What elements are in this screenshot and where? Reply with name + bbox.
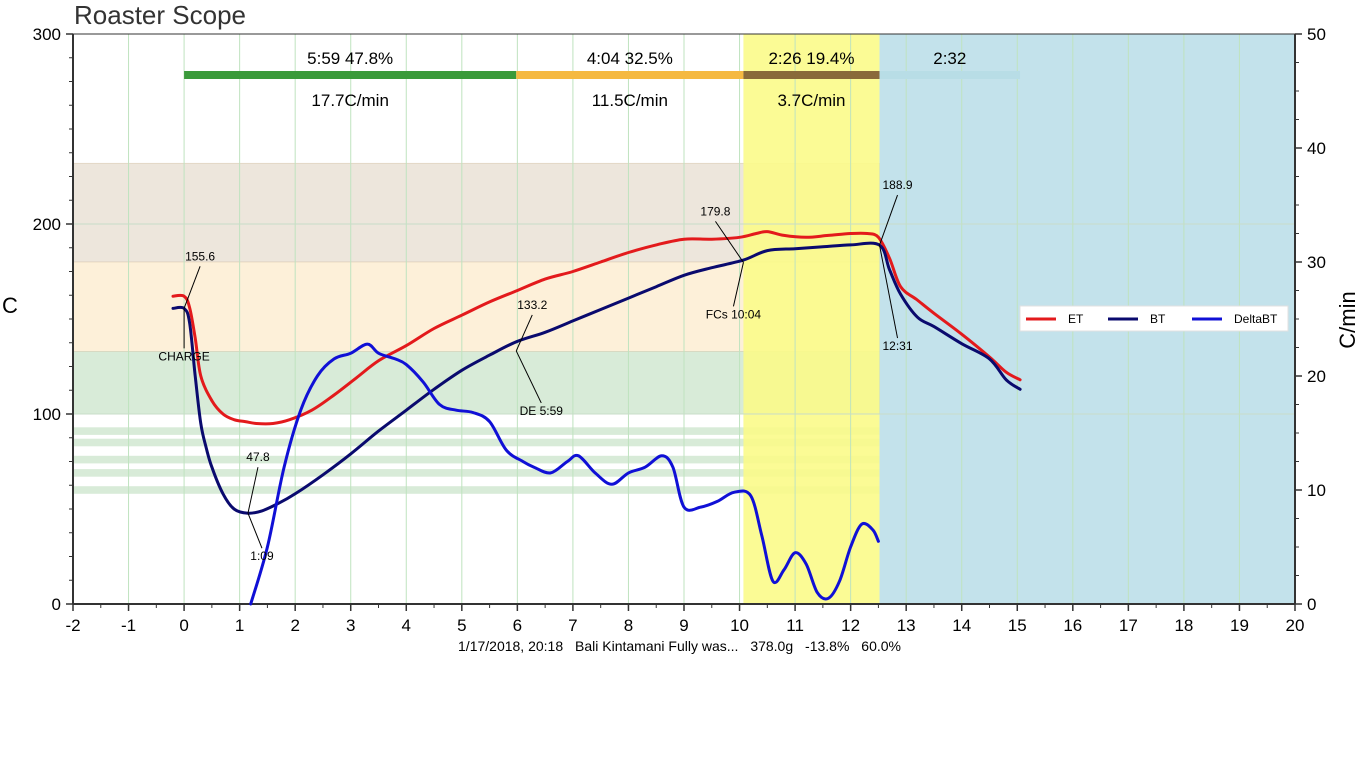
y-axis-label: C bbox=[2, 293, 18, 318]
x-tick-label: 2 bbox=[290, 616, 299, 635]
x-tick-label: 0 bbox=[179, 616, 188, 635]
legend-label-deltabt: DeltaBT bbox=[1234, 312, 1278, 326]
phase-time-maillard: 4:04 32.5% bbox=[587, 49, 673, 68]
roast-datetime: 1/17/2018, 20:18 bbox=[458, 638, 564, 654]
axes: -2 -1 0 1 2 3 4 5 6 7 8 9 10 11 12 13 14 15 16 17 18 19 200100… bbox=[2, 25, 1359, 635]
y-tick-label: 0 bbox=[52, 595, 61, 614]
x-tick-label: -1 bbox=[121, 616, 136, 635]
x-tick-label: 7 bbox=[568, 616, 577, 635]
x-tick-label: 6 bbox=[513, 616, 522, 635]
annotation-leader bbox=[183, 266, 201, 309]
annotation-value-dry-end: 133.2 bbox=[517, 298, 547, 312]
first-crack-band bbox=[743, 34, 880, 604]
legend[interactable]: ET BT DeltaBT bbox=[1019, 305, 1289, 332]
annotation-value-charge: 155.6 bbox=[185, 249, 215, 263]
x-tick-label: 10 bbox=[730, 616, 749, 635]
legend-label-et: ET bbox=[1068, 312, 1084, 326]
annotation-event-dry-end: DE 5:59 bbox=[520, 404, 564, 418]
x-tick-label: 20 bbox=[1286, 616, 1305, 635]
x-tick-label: 19 bbox=[1230, 616, 1249, 635]
temp-band bbox=[73, 486, 880, 494]
x-tick-label: 18 bbox=[1174, 616, 1193, 635]
weight-loss: -13.8% bbox=[805, 638, 850, 654]
annotation-event-charge: CHARGE bbox=[158, 349, 209, 363]
x-tick-label: 13 bbox=[897, 616, 916, 635]
phase-bar: 5:59 47.8% 17.7C/min 4:04 32.5% 11.5C/min 2:… bbox=[184, 49, 1021, 110]
x-tick-label: 15 bbox=[1008, 616, 1027, 635]
annotation-value-turning-point: 47.8 bbox=[246, 450, 270, 464]
phase-rate-dry: 17.7C/min bbox=[311, 91, 388, 110]
annotation-leader bbox=[732, 262, 744, 307]
phase-rate-development: 3.7C/min bbox=[777, 91, 845, 110]
annotation-leader bbox=[879, 194, 898, 246]
temp-band bbox=[73, 455, 880, 464]
x-tick-label: 4 bbox=[402, 616, 411, 635]
y-tick-label: 300 bbox=[33, 25, 61, 44]
annotation-leader bbox=[247, 467, 259, 514]
phase-bar-development bbox=[743, 71, 880, 79]
phase-time-development: 2:26 19.4% bbox=[768, 49, 854, 68]
y2-tick-label: 0 bbox=[1307, 595, 1316, 614]
y2-tick-label: 30 bbox=[1307, 253, 1326, 272]
x-tick-label: 11 bbox=[786, 616, 804, 635]
annotation-event-drop: 12:31 bbox=[883, 339, 913, 353]
phase-bar-maillard bbox=[516, 71, 744, 79]
annotation-value-drop: 188.9 bbox=[883, 178, 913, 192]
phase-bar-cooling bbox=[879, 71, 1021, 79]
y2-axis-label: C/min bbox=[1335, 291, 1359, 348]
phase-bar-dry bbox=[184, 71, 517, 79]
y2-tick-label: 10 bbox=[1307, 481, 1326, 500]
x-tick-label: 12 bbox=[841, 616, 860, 635]
annotation-leader bbox=[515, 350, 542, 404]
x-tick-label: -2 bbox=[65, 616, 80, 635]
annotation-leader bbox=[515, 314, 533, 352]
roast-degree: 60.0% bbox=[861, 638, 901, 654]
temp-band bbox=[73, 469, 880, 477]
series-line-et bbox=[171, 230, 1022, 426]
x-tick-label: 16 bbox=[1063, 616, 1082, 635]
y2-tick-label: 20 bbox=[1307, 367, 1326, 386]
annotation-leader bbox=[715, 221, 744, 263]
batch-weight: 378.0g bbox=[750, 638, 794, 654]
annotation-leader bbox=[247, 512, 263, 549]
y-tick-label: 100 bbox=[33, 405, 61, 424]
series bbox=[171, 230, 1022, 606]
series-line-bt bbox=[171, 241, 1022, 515]
legend-label-bt: BT bbox=[1150, 312, 1166, 326]
annotation-event-turning-point: 1:09 bbox=[250, 549, 274, 563]
y2-tick-label: 50 bbox=[1307, 25, 1326, 44]
x-tick-label: 5 bbox=[457, 616, 466, 635]
annotation-leader bbox=[879, 244, 899, 339]
legend-box bbox=[1019, 305, 1289, 332]
x-tick-label: 3 bbox=[346, 616, 355, 635]
x-tick-label: 1 bbox=[235, 616, 244, 635]
phase-rate-maillard: 11.5C/min bbox=[592, 91, 668, 110]
y2-tick-label: 40 bbox=[1307, 139, 1326, 158]
phase-time-dry: 5:59 47.8% bbox=[307, 49, 393, 68]
annotation-event-first-crack: FCs 10:04 bbox=[706, 307, 762, 321]
chart-title: Roaster Scope bbox=[74, 0, 246, 30]
x-tick-label: 14 bbox=[952, 616, 971, 635]
x-tick-label: 9 bbox=[679, 616, 688, 635]
annotations: 155.6 CHARGE 47.8 1:09 133.2 DE 5:59 179.8 FCs … bbox=[158, 178, 912, 563]
x-tick-label: 8 bbox=[624, 616, 633, 635]
phase-time-cooling: 2:32 bbox=[933, 49, 966, 68]
bean-name: Bali Kintamani Fully was... bbox=[575, 638, 739, 654]
roast-info-footer: 1/17/2018, 20:18 Bali Kintamani Fully wa… bbox=[0, 638, 1359, 654]
series-line-deltabt bbox=[249, 342, 880, 606]
y-tick-label: 200 bbox=[33, 215, 61, 234]
annotation-value-first-crack: 179.8 bbox=[700, 204, 730, 218]
temp-band bbox=[73, 427, 880, 435]
temp-band bbox=[73, 438, 880, 447]
x-tick-label: 17 bbox=[1119, 616, 1138, 635]
